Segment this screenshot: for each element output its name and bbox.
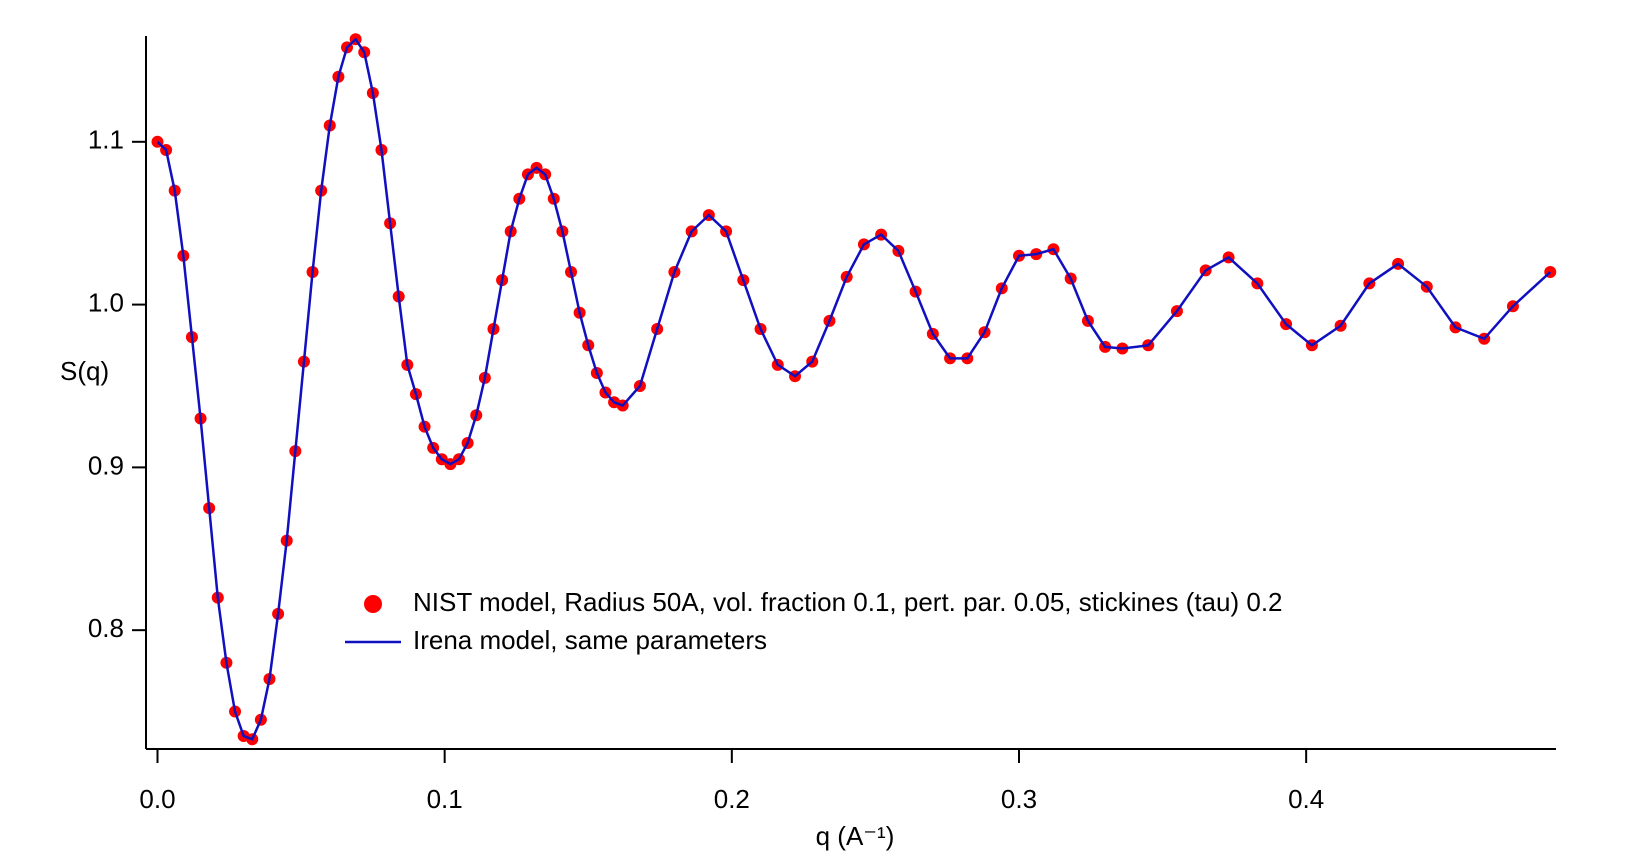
y-tick-label: 1.1 — [88, 125, 124, 155]
series-line — [156, 37, 1552, 741]
y-tick-label: 0.8 — [88, 613, 124, 643]
x-axis-label: q (A⁻¹) — [816, 821, 895, 851]
y-tick-label: 1.0 — [88, 287, 124, 317]
legend-swatch — [364, 595, 382, 613]
legend-label: NIST model, Radius 50A, vol. fraction 0.… — [413, 587, 1283, 617]
x-tick-label: 0.2 — [714, 784, 750, 814]
x-tick-label: 0.3 — [1001, 784, 1037, 814]
x-tick-label: 0.4 — [1288, 784, 1324, 814]
y-axis-label: S(q) — [60, 356, 109, 386]
x-tick-label: 0.0 — [139, 784, 175, 814]
y-tick-label: 0.9 — [88, 450, 124, 480]
x-tick-label: 0.1 — [427, 784, 463, 814]
legend-label: Irena model, same parameters — [413, 625, 767, 655]
